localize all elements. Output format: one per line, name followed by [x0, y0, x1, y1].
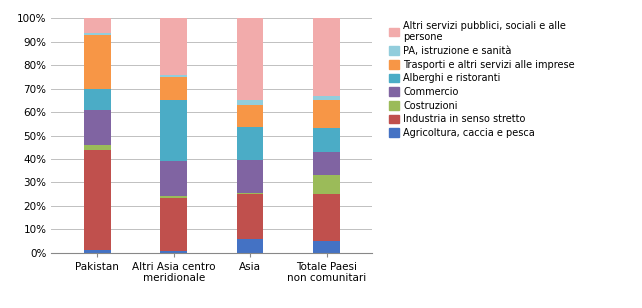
Bar [237, 194, 263, 238]
Bar [160, 161, 187, 197]
Bar [313, 128, 340, 152]
Bar [160, 197, 187, 251]
Legend: Altri servizi pubblici, sociali e alle
persone, PA, istruzione e sanità, Traspor: Altri servizi pubblici, sociali e alle p… [387, 19, 577, 140]
Bar [84, 89, 110, 110]
Bar [84, 33, 110, 35]
Bar [84, 18, 110, 33]
Bar [313, 96, 340, 100]
Bar [84, 35, 110, 89]
Bar [313, 18, 340, 96]
Bar [160, 75, 187, 77]
Bar [237, 193, 263, 194]
Bar [160, 100, 187, 161]
Bar [313, 175, 340, 194]
Bar [313, 194, 340, 241]
Bar [160, 18, 187, 75]
Bar [237, 100, 263, 105]
Bar [313, 100, 340, 128]
Bar [160, 77, 187, 100]
Bar [84, 110, 110, 145]
Bar [160, 251, 187, 253]
Bar [84, 145, 110, 150]
Bar [313, 152, 340, 175]
Bar [84, 150, 110, 250]
Bar [313, 241, 340, 253]
Bar [237, 238, 263, 253]
Bar [84, 250, 110, 253]
Bar [237, 18, 263, 100]
Bar [237, 127, 263, 160]
Bar [237, 105, 263, 127]
Bar [237, 160, 263, 193]
